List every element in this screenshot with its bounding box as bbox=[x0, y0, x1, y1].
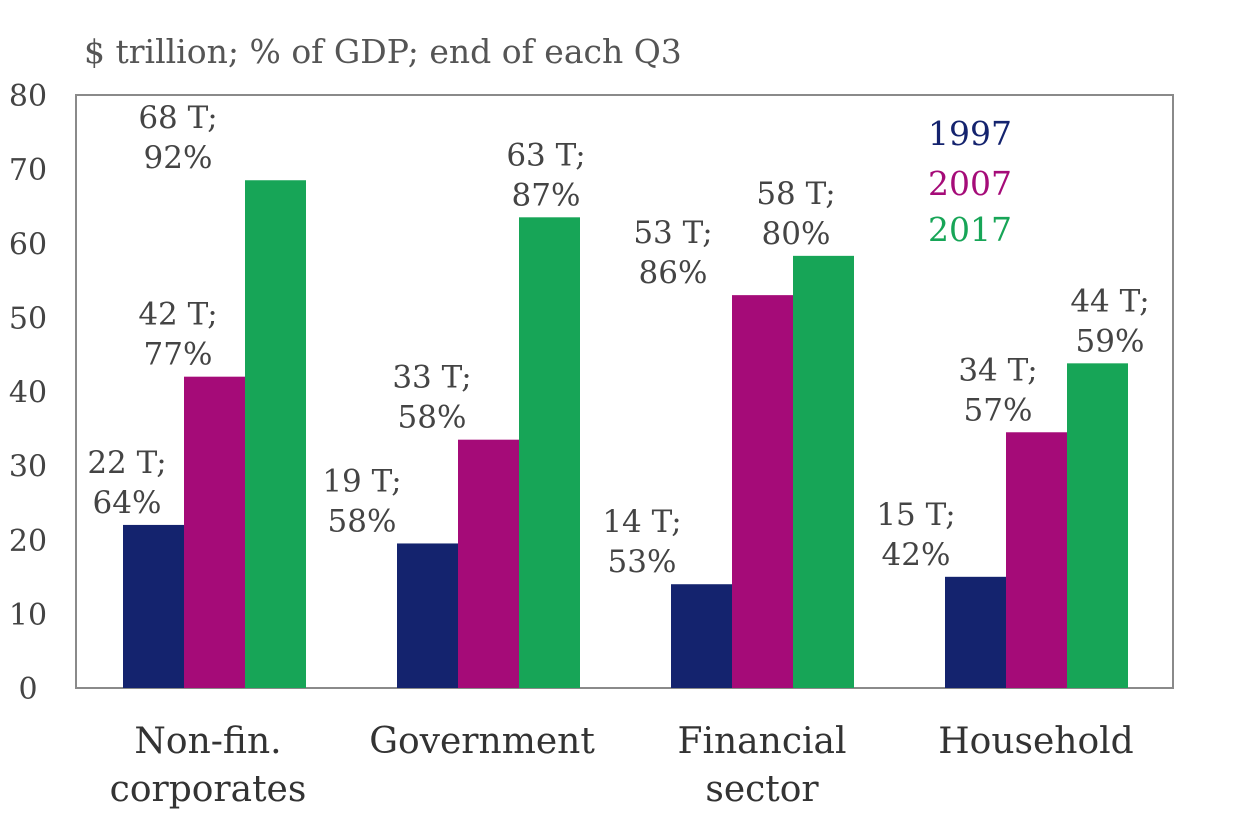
legend-entry-2017: 2017 bbox=[928, 210, 1012, 249]
bar-1997 bbox=[397, 543, 458, 688]
y-tick-label: 60 bbox=[9, 227, 47, 262]
y-axis: 0 10 20 30 40 50 60 70 80 bbox=[9, 79, 47, 707]
data-labels: 22 T; 64% 19 T; 58% 14 T; 53% 15 T; 42% 42 T; 77%… bbox=[87, 100, 1149, 580]
category-label: Government bbox=[369, 721, 595, 762]
legend-entry-1997: 1997 bbox=[928, 114, 1012, 153]
bar-1997 bbox=[945, 576, 1006, 688]
data-label: 14 T; 53% bbox=[602, 504, 681, 580]
data-label: 63 T; 87% bbox=[506, 137, 585, 213]
y-tick-label: 20 bbox=[9, 524, 47, 559]
category-label: Non-fin. corporates bbox=[110, 721, 307, 810]
bar-2007 bbox=[1006, 432, 1067, 688]
data-label: 58 T; 80% bbox=[756, 176, 835, 252]
bar-2017 bbox=[519, 217, 580, 688]
category-label: Household bbox=[938, 721, 1133, 762]
y-tick-label: 70 bbox=[9, 153, 47, 188]
x-axis: Non-fin. corporates Government Financial sec… bbox=[110, 721, 1134, 810]
bar-2007 bbox=[732, 295, 793, 688]
bar-2017 bbox=[1067, 363, 1128, 688]
y-tick-label: 40 bbox=[9, 376, 47, 411]
data-label: 34 T; 57% bbox=[958, 352, 1037, 428]
category-label: Financial sector bbox=[678, 721, 847, 810]
y-tick-label: 0 bbox=[18, 672, 37, 707]
bar-1997 bbox=[123, 524, 184, 688]
legend-entry-2007: 2007 bbox=[928, 164, 1012, 203]
data-label: 42 T; 77% bbox=[138, 297, 217, 373]
y-tick-label: 10 bbox=[9, 598, 47, 633]
data-label: 44 T; 59% bbox=[1070, 283, 1149, 359]
bars bbox=[123, 180, 1128, 688]
legend: 1997 2007 2017 bbox=[928, 114, 1012, 249]
bar-2017 bbox=[793, 255, 854, 688]
data-label: 22 T; 64% bbox=[87, 445, 166, 521]
chart-title: $ trillion; % of GDP; end of each Q3 bbox=[84, 32, 682, 71]
y-tick-label: 80 bbox=[9, 79, 47, 114]
data-label: 19 T; 58% bbox=[322, 463, 401, 539]
bar-1997 bbox=[671, 584, 732, 688]
bar-2017 bbox=[245, 180, 306, 688]
y-tick-label: 30 bbox=[9, 450, 47, 485]
data-label: 33 T; 58% bbox=[392, 360, 471, 436]
data-label: 68 T; 92% bbox=[138, 100, 217, 176]
bar-2007 bbox=[458, 439, 519, 688]
y-tick-label: 50 bbox=[9, 301, 47, 336]
data-label: 15 T; 42% bbox=[876, 497, 955, 573]
data-label: 53 T; 86% bbox=[633, 215, 712, 291]
bar-2007 bbox=[184, 376, 245, 688]
